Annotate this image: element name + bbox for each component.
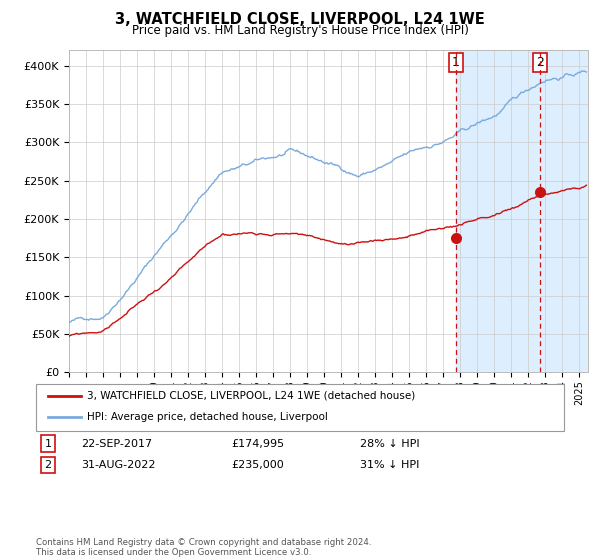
Text: 2: 2 (536, 56, 544, 69)
Text: 28% ↓ HPI: 28% ↓ HPI (360, 438, 419, 449)
Text: 1: 1 (452, 56, 460, 69)
Text: 31-AUG-2022: 31-AUG-2022 (81, 460, 155, 470)
Text: HPI: Average price, detached house, Liverpool: HPI: Average price, detached house, Live… (87, 412, 328, 422)
Text: £235,000: £235,000 (231, 460, 284, 470)
Bar (455, 50, 600, 372)
Text: Price paid vs. HM Land Registry's House Price Index (HPI): Price paid vs. HM Land Registry's House … (131, 24, 469, 37)
Text: 2: 2 (44, 460, 52, 470)
Text: Contains HM Land Registry data © Crown copyright and database right 2024.
This d: Contains HM Land Registry data © Crown c… (36, 538, 371, 557)
Text: 31% ↓ HPI: 31% ↓ HPI (360, 460, 419, 470)
Text: 22-SEP-2017: 22-SEP-2017 (81, 438, 152, 449)
Text: £174,995: £174,995 (231, 438, 284, 449)
Text: 3, WATCHFIELD CLOSE, LIVERPOOL, L24 1WE: 3, WATCHFIELD CLOSE, LIVERPOOL, L24 1WE (115, 12, 485, 27)
Text: 3, WATCHFIELD CLOSE, LIVERPOOL, L24 1WE (detached house): 3, WATCHFIELD CLOSE, LIVERPOOL, L24 1WE … (87, 391, 415, 401)
Text: 1: 1 (44, 438, 52, 449)
